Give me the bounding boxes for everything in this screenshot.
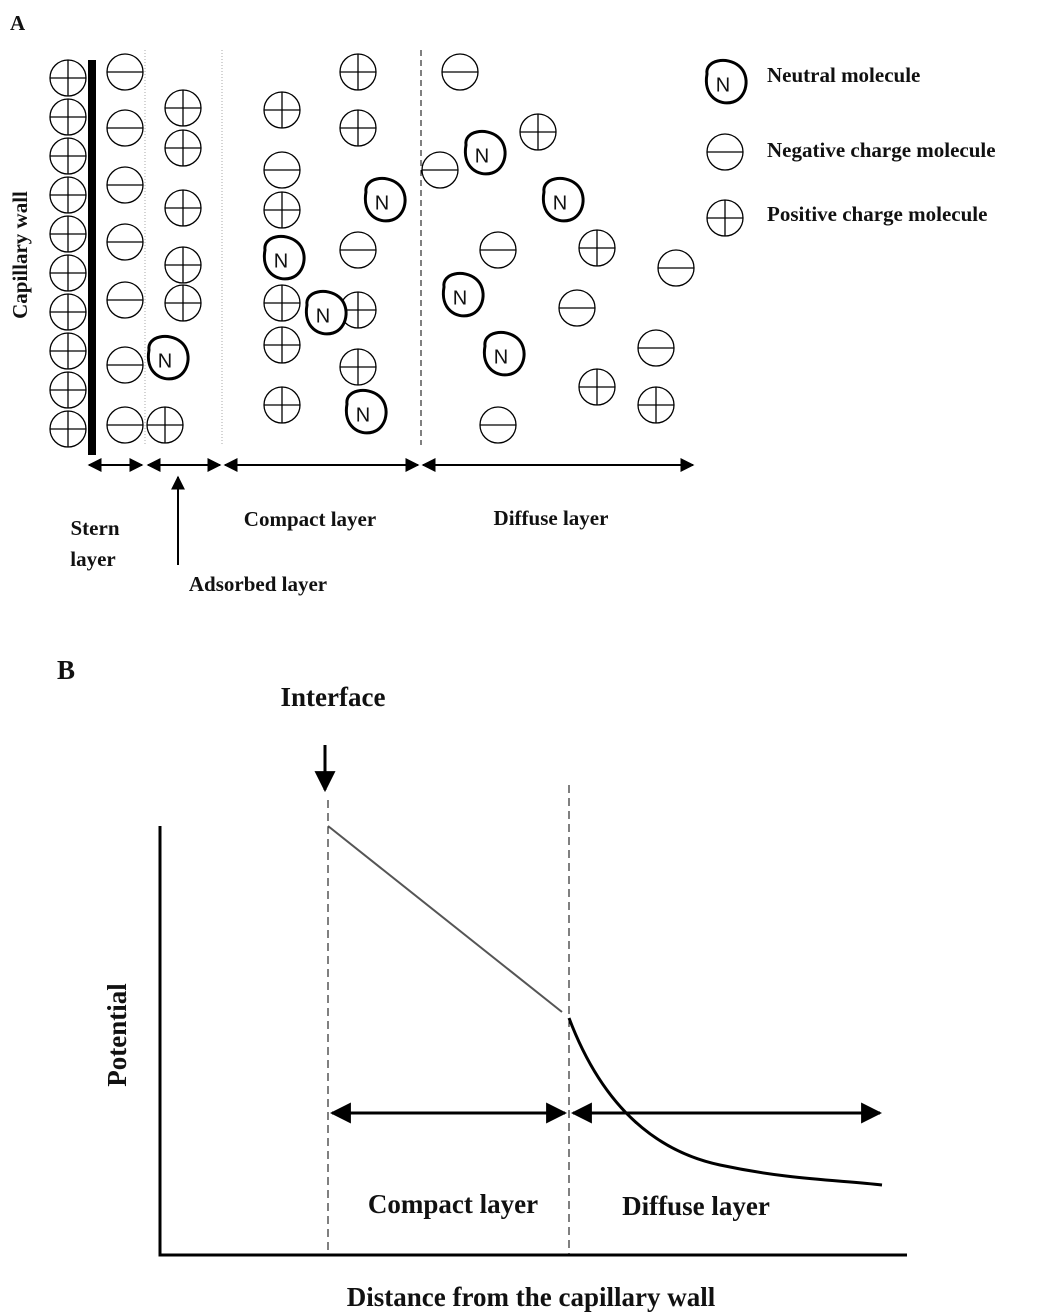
- wall-label: Capillary wall: [8, 191, 32, 319]
- positive-molecule: [164, 129, 202, 167]
- neutral-symbol: N: [274, 250, 288, 272]
- negative-molecule: [339, 231, 377, 269]
- legend-text: Neutral molecule: [767, 63, 920, 87]
- neutral-molecule: N: [541, 176, 585, 223]
- negative-molecule: [106, 53, 144, 91]
- stern-label: Stern: [71, 516, 120, 540]
- panel-label: A: [10, 11, 26, 35]
- outline: [704, 58, 748, 105]
- neutral-symbol: N: [494, 346, 508, 368]
- molecules: N N N N N N N N N N: [49, 53, 748, 448]
- neutral-symbol: N: [356, 404, 370, 426]
- negative-molecule: [706, 133, 744, 171]
- positive-molecule: [49, 137, 87, 175]
- interface-label: Interface: [281, 682, 386, 712]
- neutral-symbol: N: [375, 192, 389, 214]
- outline: [304, 289, 348, 336]
- positive-molecule: [49, 176, 87, 214]
- outline: [262, 234, 306, 281]
- outline: [344, 388, 388, 435]
- outline: [363, 176, 407, 223]
- positive-molecule: [339, 348, 377, 386]
- negative-molecule: [558, 289, 596, 327]
- positive-molecule: [164, 246, 202, 284]
- outline: [463, 129, 507, 176]
- layer-arrows: [87, 458, 695, 565]
- positive-molecule: [164, 189, 202, 227]
- negative-molecule: [421, 151, 459, 189]
- positive-molecule: [49, 371, 87, 409]
- panel-label: B: [57, 655, 75, 685]
- neutral-molecule: N: [262, 234, 306, 281]
- negative-molecule: [263, 151, 301, 189]
- positive-molecule: [164, 284, 202, 322]
- legend-text: Positive charge molecule: [767, 202, 987, 226]
- positive-molecule: [519, 113, 557, 151]
- negative-molecule: [479, 406, 517, 444]
- negative-molecule: [106, 346, 144, 384]
- positive-molecule: [637, 386, 675, 424]
- neutral-molecule: N: [304, 289, 348, 336]
- diffuse-label: Diffuse layer: [494, 506, 609, 530]
- positive-molecule: [263, 91, 301, 129]
- positive-molecule: [263, 386, 301, 424]
- diffuse-label: Diffuse layer: [622, 1191, 770, 1221]
- neutral-molecule: N: [344, 388, 388, 435]
- neutral-symbol: N: [453, 287, 467, 309]
- neutral-molecule: N: [463, 129, 507, 176]
- positive-molecule: [49, 98, 87, 136]
- negative-molecule: [106, 223, 144, 261]
- positive-molecule: [146, 406, 184, 444]
- positive-molecule: [164, 89, 202, 127]
- neutral-molecule: N: [704, 58, 748, 105]
- legend-text: Negative charge molecule: [767, 138, 996, 162]
- positive-molecule: [263, 191, 301, 229]
- outline: [441, 271, 485, 318]
- neutral-symbol: N: [716, 74, 730, 96]
- negative-molecule: [637, 329, 675, 367]
- positive-molecule: [263, 326, 301, 364]
- negative-molecule: [106, 281, 144, 319]
- positive-molecule: [578, 229, 616, 267]
- neutral-symbol: N: [475, 145, 489, 167]
- compact-label: Compact layer: [244, 507, 376, 531]
- neutral-molecule: N: [441, 271, 485, 318]
- positive-molecule: [263, 284, 301, 322]
- capillary-wall: [88, 60, 96, 455]
- positive-molecule: [49, 59, 87, 97]
- negative-molecule: [106, 109, 144, 147]
- x-axis-label: Distance from the capillary wall: [347, 1282, 716, 1312]
- neutral-symbol: N: [553, 192, 567, 214]
- neutral-molecule: N: [363, 176, 407, 223]
- stern-label: layer: [70, 547, 115, 571]
- positive-molecule: [339, 53, 377, 91]
- neutral-symbol: N: [158, 350, 172, 372]
- negative-molecule: [479, 231, 517, 269]
- outline: [482, 330, 526, 377]
- negative-molecule: [106, 406, 144, 444]
- positive-molecule: [339, 109, 377, 147]
- positive-molecule: [49, 332, 87, 370]
- compact-label: Compact layer: [368, 1189, 538, 1219]
- diffuse-potential: [567, 1017, 883, 1187]
- adsorbed-label: Adsorbed layer: [189, 572, 327, 596]
- positive-molecule: [578, 368, 616, 406]
- outline: [146, 334, 190, 381]
- positive-molecule: [49, 254, 87, 292]
- outline: [541, 176, 585, 223]
- negative-molecule: [106, 166, 144, 204]
- y-axis-label: Potential: [102, 983, 132, 1087]
- compact-potential: [327, 825, 563, 1013]
- positive-molecule: [49, 410, 87, 448]
- positive-molecule: [49, 293, 87, 331]
- neutral-molecule: N: [482, 330, 526, 377]
- positive-molecule: [706, 199, 744, 237]
- positive-molecule: [49, 215, 87, 253]
- neutral-molecule: N: [146, 334, 190, 381]
- neutral-symbol: N: [316, 305, 330, 327]
- negative-molecule: [657, 249, 695, 287]
- axes: [158, 826, 907, 1257]
- negative-molecule: [441, 53, 479, 91]
